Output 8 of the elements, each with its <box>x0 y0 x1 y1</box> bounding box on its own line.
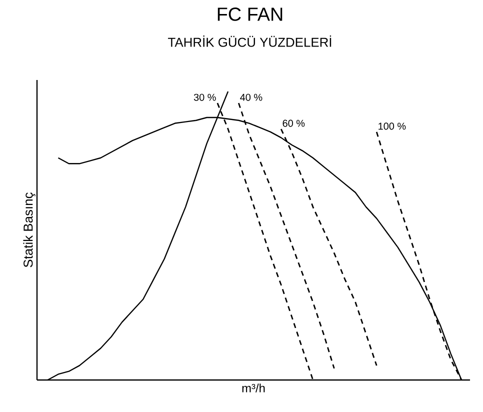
x-axis-title: m³/h <box>242 384 265 392</box>
y-axis-title: Statik Basınç <box>23 192 36 268</box>
chart-title: FC FAN <box>218 8 282 21</box>
chart-subtitle: TAHRİK GÜCÜ YÜZDELERİ <box>168 36 332 47</box>
series-label: 60 % <box>282 120 305 127</box>
series-label: 40 % <box>240 94 262 101</box>
series-label: 100 % <box>378 122 406 130</box>
series-label: 30 % <box>194 94 216 101</box>
